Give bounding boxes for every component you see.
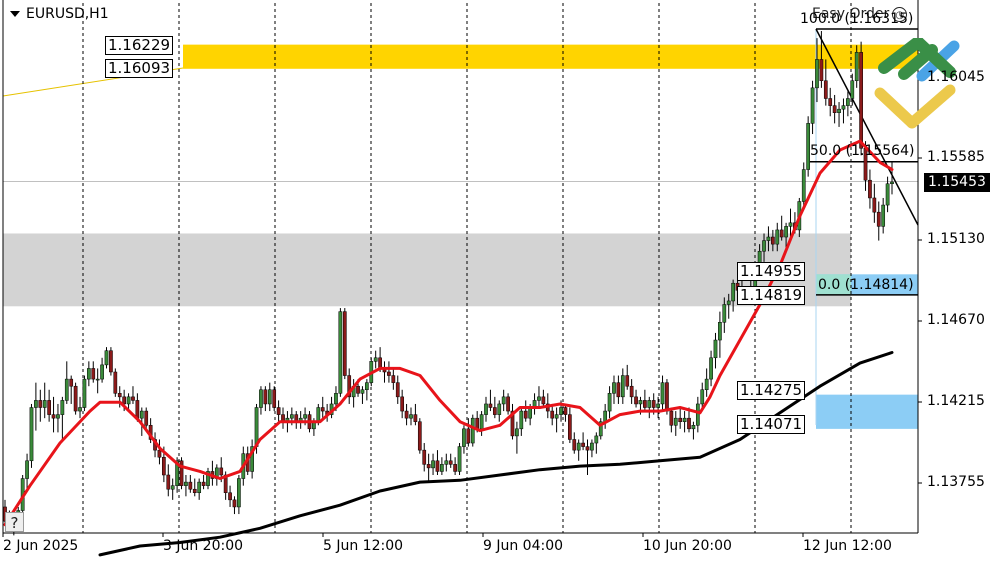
yellow-zone-bottom-price-box: 1.16093 <box>105 59 174 78</box>
help-button[interactable]: ? <box>5 512 24 532</box>
fibonacci-retracement[interactable] <box>808 28 919 296</box>
symbol-timeframe-label: EURUSD,H1 <box>26 6 109 22</box>
blue-zone-top-price-box: 1.14275 <box>737 381 806 400</box>
grey-zone <box>3 233 851 307</box>
price-axis-label: 1.15130 <box>927 231 985 247</box>
chart-frame <box>2 0 922 537</box>
time-axis-label: 3 Jun 20:00 <box>163 538 244 554</box>
yellow-zone-top-price-box: 1.16229 <box>105 36 174 55</box>
easy-order-button[interactable]: Easy Order ◷ <box>812 6 908 22</box>
yellow-resistance-zone <box>183 44 918 69</box>
price-axis-label: 1.14670 <box>927 312 985 328</box>
grey-zone-bottom-price-box: 1.14819 <box>737 286 806 305</box>
easy-order-label: Easy Order <box>812 6 890 22</box>
brand-logo-icon <box>874 38 960 129</box>
time-axis-label: 9 Jun 04:00 <box>483 538 564 554</box>
current-price-badge: 1.15453 <box>924 173 990 192</box>
price-axis-label: 1.14215 <box>927 393 985 409</box>
fib-level-label: 100.0 (1.16315) <box>800 11 914 27</box>
price-axis-label: 1.15585 <box>927 149 985 165</box>
time-axis-label: 5 Jun 12:00 <box>323 538 404 554</box>
time-axis-label: 2 Jun 2025 <box>3 538 79 554</box>
price-axis-label: 1.13755 <box>927 474 985 490</box>
blue-support-zone <box>816 394 918 429</box>
grey-zone-top-price-box: 1.14955 <box>737 262 806 281</box>
fib-level-label: 0.0 (1.14814) <box>818 277 914 293</box>
zones-layer <box>2 30 918 429</box>
time-axis-label: 12 Jun 12:00 <box>803 538 892 554</box>
price-axis-label: 1.16045 <box>927 69 985 85</box>
blue-zone-bottom-price-box: 1.14071 <box>737 415 806 434</box>
fib-level-label: 50.0 (1.15564) <box>810 143 915 159</box>
fib-trend-line <box>815 28 919 226</box>
time-axis-label: 10 Jun 20:00 <box>643 538 732 554</box>
dropdown-triangle-icon <box>10 11 20 17</box>
teal-zone <box>816 274 851 295</box>
fast-moving-average <box>3 139 894 527</box>
symbol-selector[interactable]: EURUSD,H1 <box>10 6 109 22</box>
clock-icon: ◷ <box>892 6 908 22</box>
